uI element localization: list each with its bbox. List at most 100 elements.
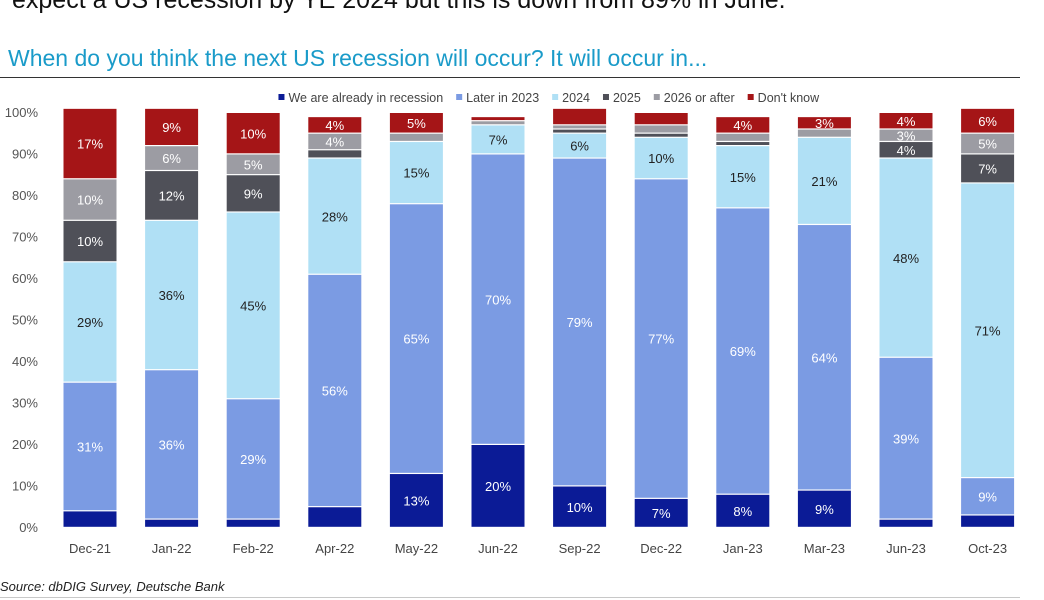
bar-segment-2026-or-after <box>879 129 933 141</box>
legend-swatch <box>747 94 754 100</box>
bar-segment-later-in-2023 <box>961 478 1015 515</box>
legend-swatch <box>456 94 463 100</box>
data-label: 3% <box>897 128 916 143</box>
data-label: 20% <box>485 479 511 494</box>
bar-segment-2026-or-after <box>145 146 199 170</box>
data-label: 36% <box>159 288 185 303</box>
data-label: 70% <box>485 292 511 307</box>
data-label: 6% <box>978 114 997 129</box>
legend-swatch <box>278 94 285 100</box>
bar-segment-2026-or-after <box>226 154 280 175</box>
legend-item-don-t-know: Don't know <box>747 91 820 105</box>
bar-segment-2025 <box>879 142 933 158</box>
bar-segment-2024 <box>634 137 688 179</box>
data-label: 15% <box>403 166 429 181</box>
bar-segment-2024 <box>63 262 117 382</box>
data-label: 71% <box>975 323 1001 338</box>
bar-segment-2025 <box>716 142 770 145</box>
bar-segment-later-in-2023 <box>389 204 443 473</box>
bar-segment-2026-or-after <box>961 133 1015 154</box>
legend-label: 2025 <box>613 91 641 105</box>
x-tick-label: Apr-22 <box>315 541 354 556</box>
bar-stack-jan-22: 36% 36% 12% 6% 9% <box>145 108 199 527</box>
x-tick-label: Dec-21 <box>69 541 111 556</box>
data-label: 5% <box>978 137 997 152</box>
bar-segment-we-are-already-in-recession <box>879 519 933 527</box>
bar-stack-dec-21: 31% 29% 10% 10% 17% <box>63 108 117 527</box>
bar-stack-jan-23: 8% 69% 15% 4% <box>716 117 770 527</box>
legend-label: Later in 2023 <box>466 91 539 105</box>
legend-swatch <box>653 94 660 100</box>
bar-segment-we-are-already-in-recession <box>145 519 199 527</box>
data-label: 65% <box>403 332 429 347</box>
y-tick-label: 100% <box>5 105 39 120</box>
data-label: 21% <box>811 174 837 189</box>
bar-segment-don-t-know <box>961 108 1015 133</box>
bar-segment-don-t-know <box>145 108 199 145</box>
data-label: 45% <box>240 298 266 313</box>
bar-segment-we-are-already-in-recession <box>226 519 280 527</box>
chart-title: When do you think the next US recession … <box>8 45 708 71</box>
bar-segment-don-t-know <box>471 117 525 121</box>
bar-segment-later-in-2023 <box>797 225 851 490</box>
bar-segment-2024 <box>716 146 770 208</box>
bar-segment-2026-or-after <box>471 121 525 125</box>
legend-item-later-in-2023: Later in 2023 <box>456 91 539 105</box>
data-label: 17% <box>77 137 103 152</box>
data-label: 7% <box>489 132 508 147</box>
legend-label: 2024 <box>562 91 590 105</box>
title-divider <box>0 77 1020 78</box>
bar-segment-2026-or-after <box>716 133 770 141</box>
y-tick-label: 50% <box>12 313 38 328</box>
bar-segment-we-are-already-in-recession <box>634 498 688 527</box>
y-tick-label: 90% <box>12 147 38 162</box>
bar-segment-we-are-already-in-recession <box>471 445 525 527</box>
bar-segment-2024 <box>145 220 199 370</box>
data-label: 9% <box>978 489 997 504</box>
bar-segment-2025 <box>308 150 362 158</box>
data-label: 5% <box>244 157 263 172</box>
x-tick-label: Sep-22 <box>559 541 601 556</box>
data-label: 48% <box>893 251 919 266</box>
x-tick-label: Jun-22 <box>478 541 518 556</box>
legend-item-we-are-already-in-recession: We are already in recession <box>278 91 443 105</box>
bar-segment-2026-or-after <box>389 133 443 141</box>
data-label: 10% <box>240 126 266 141</box>
x-tick-label: Feb-22 <box>233 541 274 556</box>
data-label: 28% <box>322 209 348 224</box>
bar-segment-later-in-2023 <box>63 382 117 511</box>
data-label: 9% <box>815 502 834 517</box>
data-label: 4% <box>897 143 916 158</box>
bar-segment-2026-or-after <box>63 179 117 220</box>
y-tick-label: 10% <box>12 479 38 494</box>
data-label: 7% <box>978 162 997 177</box>
legend-label: We are already in recession <box>288 91 443 105</box>
legend-label: Don't know <box>758 91 820 105</box>
y-tick-label: 60% <box>12 271 38 286</box>
y-tick-label: 80% <box>12 188 38 203</box>
x-tick-label: May-22 <box>395 541 438 556</box>
bar-stack-jun-23: 39% 48% 4%3%4% <box>879 113 933 527</box>
bar-stack-dec-22: 7% 77% 10% <box>634 113 688 527</box>
data-label: 12% <box>159 189 185 204</box>
data-label: 79% <box>567 315 593 330</box>
data-label: 36% <box>159 438 185 453</box>
bar-segment-2024 <box>226 212 280 399</box>
bar-segment-don-t-know <box>879 113 933 129</box>
legend-swatch <box>552 94 559 100</box>
bar-segment-2024 <box>471 125 525 154</box>
data-label: 9% <box>244 186 263 201</box>
bar-segment-we-are-already-in-recession <box>797 490 851 527</box>
bar-segment-2024 <box>879 158 933 357</box>
data-label: 6% <box>570 139 589 154</box>
bar-segment-2026-or-after <box>634 125 688 133</box>
bar-segment-2025 <box>63 220 117 262</box>
y-tick-label: 20% <box>12 437 38 452</box>
legend-label: 2026 or after <box>664 91 735 105</box>
x-tick-label: Dec-22 <box>640 541 682 556</box>
y-tick-label: 70% <box>12 230 38 245</box>
bar-segment-don-t-know <box>716 117 770 133</box>
intro-text-line: expect a US recession by YE 2024 but thi… <box>12 0 786 14</box>
bar-segment-don-t-know <box>226 113 280 154</box>
